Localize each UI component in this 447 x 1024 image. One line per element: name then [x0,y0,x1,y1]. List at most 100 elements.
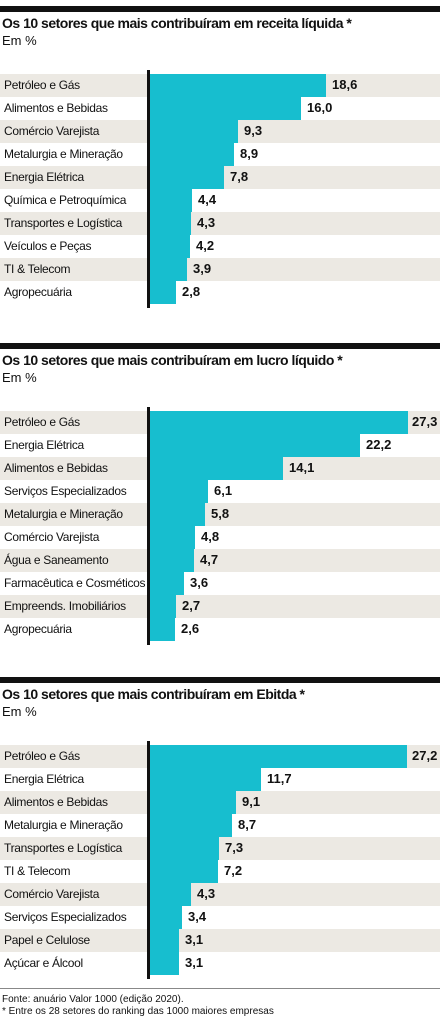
bar-row: Petróleo e Gás 18,6 [0,74,440,97]
category-label: Metalurgia e Mineração [4,507,123,521]
bar [150,791,236,814]
chart-title: Os 10 setores que mais contribuíram em r… [2,15,352,31]
bar-row: Metalurgia e Mineração 5,8 [0,503,440,526]
value-label: 7,8 [230,169,249,184]
bar-row: Água e Saneamento 4,7 [0,549,440,572]
bar [150,814,232,837]
value-label: 8,9 [240,146,259,161]
category-label: Petróleo e Gás [4,78,80,92]
bar-row: Alimentos e Bebidas 9,1 [0,791,440,814]
bar [150,235,190,258]
value-label: 4,4 [198,192,217,207]
category-label: TI & Telecom [4,262,71,276]
header-rule [0,6,440,12]
category-label: Água e Saneamento [4,553,109,567]
bar-row: Alimentos e Bebidas 14,1 [0,457,440,480]
bar-row: Metalurgia e Mineração 8,7 [0,814,440,837]
bar-row: Farmacêutica e Cosméticos 3,6 [0,572,440,595]
value-label: 14,1 [289,460,315,475]
bar [150,549,194,572]
bar [150,745,407,768]
chart-title: Os 10 setores que mais contribuíram em E… [2,686,305,702]
bar-row: Energia Elétrica 22,2 [0,434,440,457]
bar-row: Veículos e Peças 4,2 [0,235,440,258]
bar-row: Alimentos e Bebidas 16,0 [0,97,440,120]
bar [150,503,205,526]
chart-unit: Em % [2,33,37,48]
chart-unit: Em % [2,704,37,719]
bar [150,837,219,860]
bar [150,212,191,235]
bar-row: Energia Elétrica 7,8 [0,166,440,189]
value-label: 27,3 [412,414,438,429]
value-label: 27,2 [412,748,438,763]
value-label: 4,8 [201,529,220,544]
bar [150,526,195,549]
value-label: 4,3 [197,215,216,230]
bar [150,768,261,791]
value-label: 8,7 [238,817,257,832]
bar-row: Serviços Especializados 6,1 [0,480,440,503]
bar [150,572,184,595]
bar [150,143,234,166]
bar-row: Comércio Varejista 9,3 [0,120,440,143]
bar [150,411,408,434]
bar [150,618,175,641]
bar [150,434,360,457]
value-label: 22,2 [366,437,392,452]
bar-row: Transportes e Logística 4,3 [0,212,440,235]
value-label: 3,6 [190,575,209,590]
bar [150,258,187,281]
value-label: 7,2 [224,863,243,878]
bar [150,952,179,975]
header-rule [0,677,440,683]
bar-row: Açúcar e Álcool 3,1 [0,952,440,975]
value-label: 2,6 [181,621,200,636]
axis-line [147,407,150,645]
category-label: Petróleo e Gás [4,415,80,429]
value-label: 3,1 [185,955,204,970]
value-label: 16,0 [307,100,333,115]
category-label: Comércio Varejista [4,124,100,138]
chart-title: Os 10 setores que mais contribuíram em l… [2,352,343,368]
bar-row: Petróleo e Gás 27,2 [0,745,440,768]
bar [150,189,192,212]
category-label: Agropecuária [4,622,72,636]
bar-row: Energia Elétrica 11,7 [0,768,440,791]
bar [150,906,182,929]
bar-row: Serviços Especializados 3,4 [0,906,440,929]
bar [150,595,176,618]
value-label: 3,4 [188,909,207,924]
category-label: Comércio Varejista [4,887,100,901]
value-label: 5,8 [211,506,230,521]
value-label: 11,7 [267,771,292,786]
category-label: Transportes e Logística [4,216,123,230]
category-label: Energia Elétrica [4,438,84,452]
bar-row: Agropecuária 2,8 [0,281,440,304]
category-label: Química e Petroquímica [4,193,127,207]
footnote-text: * Entre os 28 setores do ranking das 100… [2,1006,274,1017]
bar [150,281,176,304]
category-label: Metalurgia e Mineração [4,818,123,832]
bar-row: Agropecuária 2,6 [0,618,440,641]
bar-row: TI & Telecom 7,2 [0,860,440,883]
category-label: Veículos e Peças [4,239,92,253]
value-label: 4,3 [197,886,216,901]
value-label: 9,1 [242,794,261,809]
category-label: Comércio Varejista [4,530,100,544]
category-label: Metalurgia e Mineração [4,147,123,161]
bar [150,929,179,952]
category-label: Energia Elétrica [4,170,84,184]
value-label: 3,1 [185,932,204,947]
header-rule [0,343,440,349]
bar [150,860,218,883]
category-label: Serviços Especializados [4,910,127,924]
value-label: 18,6 [332,77,358,92]
bar-row: Química e Petroquímica 4,4 [0,189,440,212]
bar [150,97,301,120]
footer-divider [0,988,440,989]
bar-row: Petróleo e Gás 27,3 [0,411,440,434]
value-label: 2,7 [182,598,201,613]
bar [150,480,208,503]
bar-row: Papel e Celulose 3,1 [0,929,440,952]
